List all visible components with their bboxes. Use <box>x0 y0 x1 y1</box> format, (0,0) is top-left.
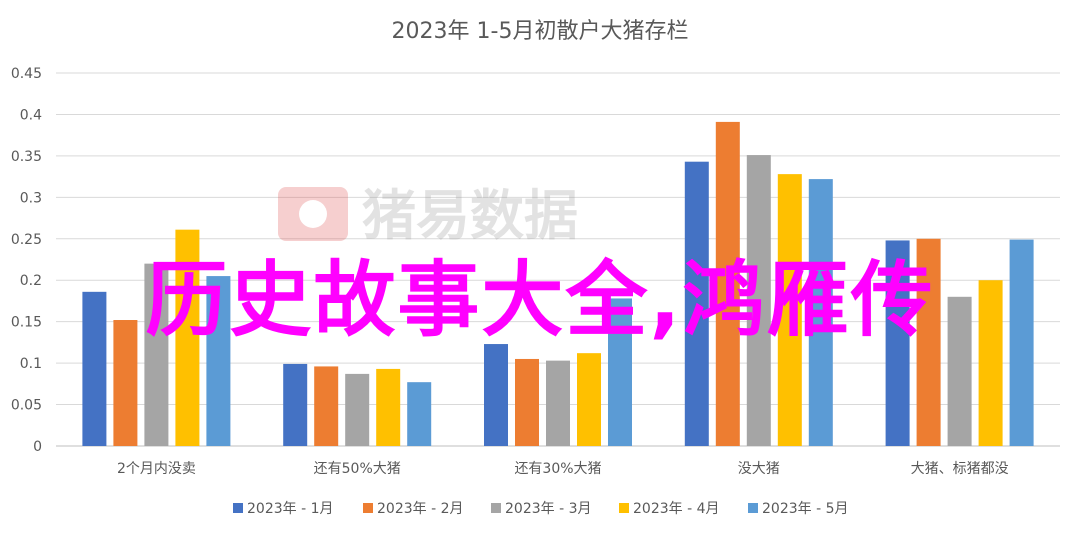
y-tick-label: 0.05 <box>11 398 42 414</box>
x-category-label: 还有30%大猪 <box>514 461 601 477</box>
legend: 2023年 - 1月 2023年 - 2月 2023年 - 3月 2023年 - 4月… <box>233 501 849 517</box>
legend-swatch <box>748 503 758 513</box>
y-tick-label: 0.1 <box>20 356 42 372</box>
legend-swatch <box>491 503 501 513</box>
x-category-label: 大猪、标猪都没 <box>911 461 1009 477</box>
bar <box>206 276 231 446</box>
x-category-label: 2个月内没卖 <box>117 461 196 477</box>
watermark: 猪易数据 <box>278 184 578 247</box>
bar <box>978 280 1003 446</box>
y-tick-label: 0.35 <box>11 149 42 165</box>
bar <box>144 263 169 446</box>
bars <box>82 121 1034 447</box>
legend-label: 2023年 - 3月 <box>505 501 592 517</box>
bar <box>345 373 370 446</box>
bar <box>314 366 339 446</box>
bar <box>283 363 308 446</box>
legend-label: 2023年 - 2月 <box>377 501 464 517</box>
legend-label: 2023年 - 5月 <box>762 501 849 517</box>
legend-swatch <box>233 503 243 513</box>
legend-label: 2023年 - 4月 <box>633 501 720 517</box>
y-tick-label: 0.3 <box>20 190 42 206</box>
overlay-caption: 历史故事大全,鸿雁传 <box>145 253 934 348</box>
legend-label: 2023年 - 1月 <box>247 501 334 517</box>
bar <box>777 174 802 446</box>
bar <box>82 291 107 446</box>
y-tick-label: 0.2 <box>20 273 42 289</box>
bar <box>916 238 941 446</box>
bar <box>808 179 833 446</box>
y-axis-ticks: 0 0.05 0.1 0.15 0.2 0.25 0.3 0.35 0.4 0.45 <box>11 66 42 455</box>
bar <box>376 368 401 446</box>
watermark-logo-icon <box>278 187 348 241</box>
y-tick-label: 0.45 <box>11 66 42 82</box>
bar <box>175 229 200 446</box>
bar <box>546 360 570 446</box>
bar <box>947 296 972 446</box>
bar <box>608 298 632 446</box>
y-tick-label: 0.4 <box>20 107 42 123</box>
bar <box>515 358 539 446</box>
x-axis-categories: 2个月内没卖 还有50%大猪 还有30%大猪 没大猪 大猪、标猪都没 <box>117 461 1009 477</box>
bar <box>1009 239 1034 446</box>
x-category-label: 还有50%大猪 <box>314 461 401 477</box>
y-tick-label: 0 <box>33 439 42 455</box>
bar <box>684 161 709 447</box>
bar <box>407 382 432 446</box>
bar <box>484 344 508 446</box>
bar <box>113 320 138 446</box>
bar <box>577 353 601 446</box>
legend-swatch <box>363 503 373 513</box>
watermark-text: 猪易数据 <box>362 184 578 247</box>
bar <box>885 240 910 446</box>
y-tick-label: 0.15 <box>11 315 42 331</box>
bar <box>715 121 740 446</box>
y-tick-label: 0.25 <box>11 232 42 248</box>
x-category-label: 没大猪 <box>738 461 780 477</box>
legend-swatch <box>619 503 629 513</box>
bar <box>746 155 771 446</box>
watermark-logo-pig-icon <box>299 200 327 228</box>
chart-title: 2023年 1-5月初散户大猪存栏 <box>392 19 689 44</box>
